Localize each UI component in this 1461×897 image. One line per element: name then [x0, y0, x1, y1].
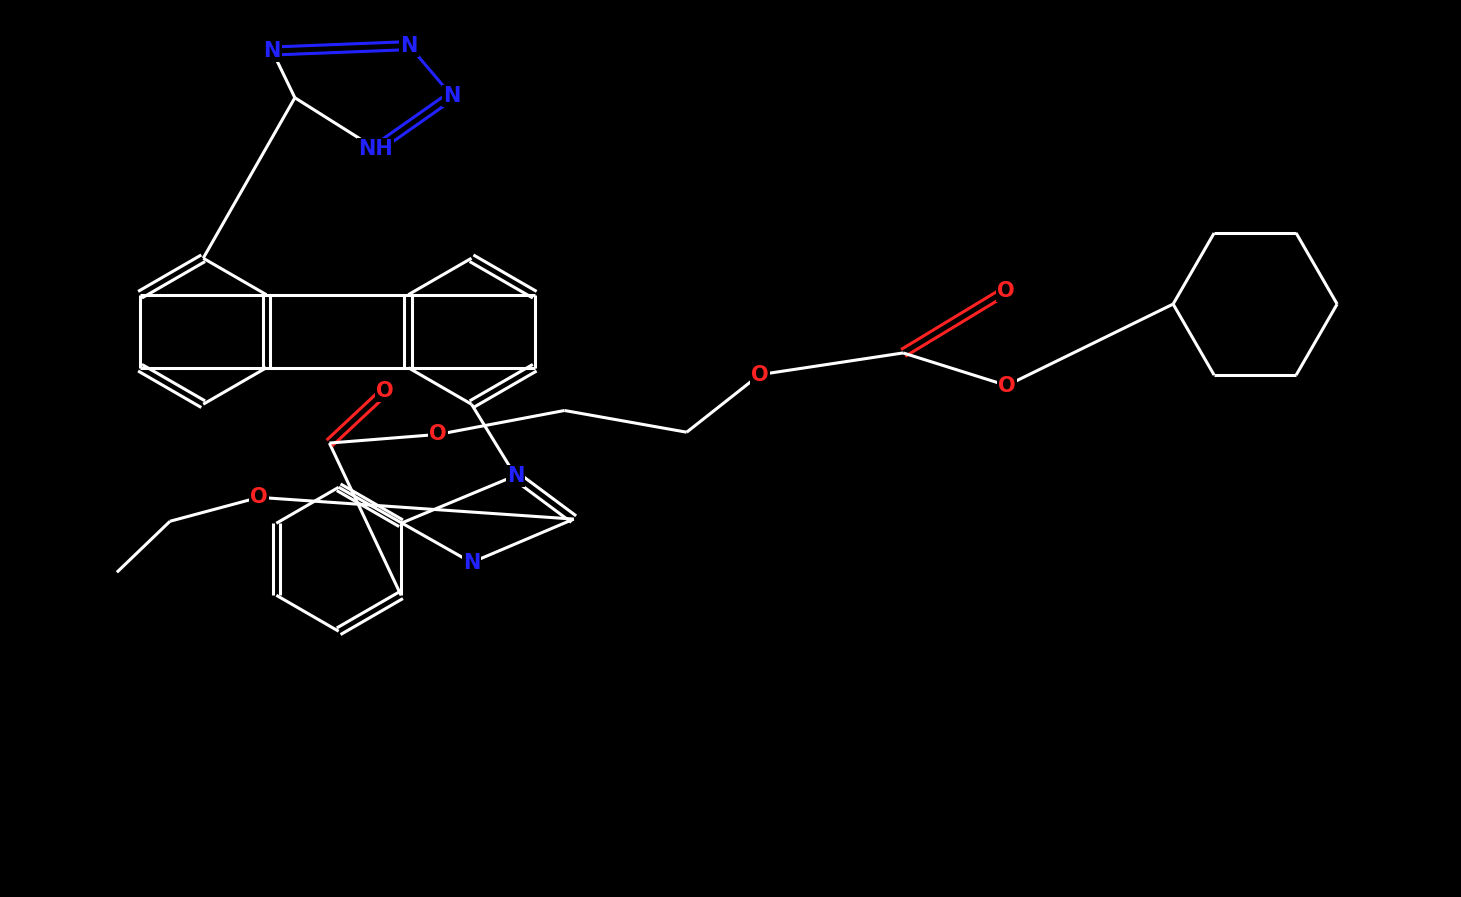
Text: O: O — [996, 281, 1014, 301]
Text: O: O — [430, 424, 447, 444]
Text: N: N — [400, 36, 418, 56]
Text: N: N — [263, 41, 281, 61]
Text: O: O — [377, 381, 394, 401]
Text: NH: NH — [358, 139, 393, 159]
Text: O: O — [751, 365, 768, 385]
Text: N: N — [463, 553, 481, 572]
Text: O: O — [998, 376, 1015, 396]
Text: N: N — [443, 85, 460, 106]
Text: N: N — [507, 466, 524, 485]
Text: O: O — [250, 487, 267, 508]
